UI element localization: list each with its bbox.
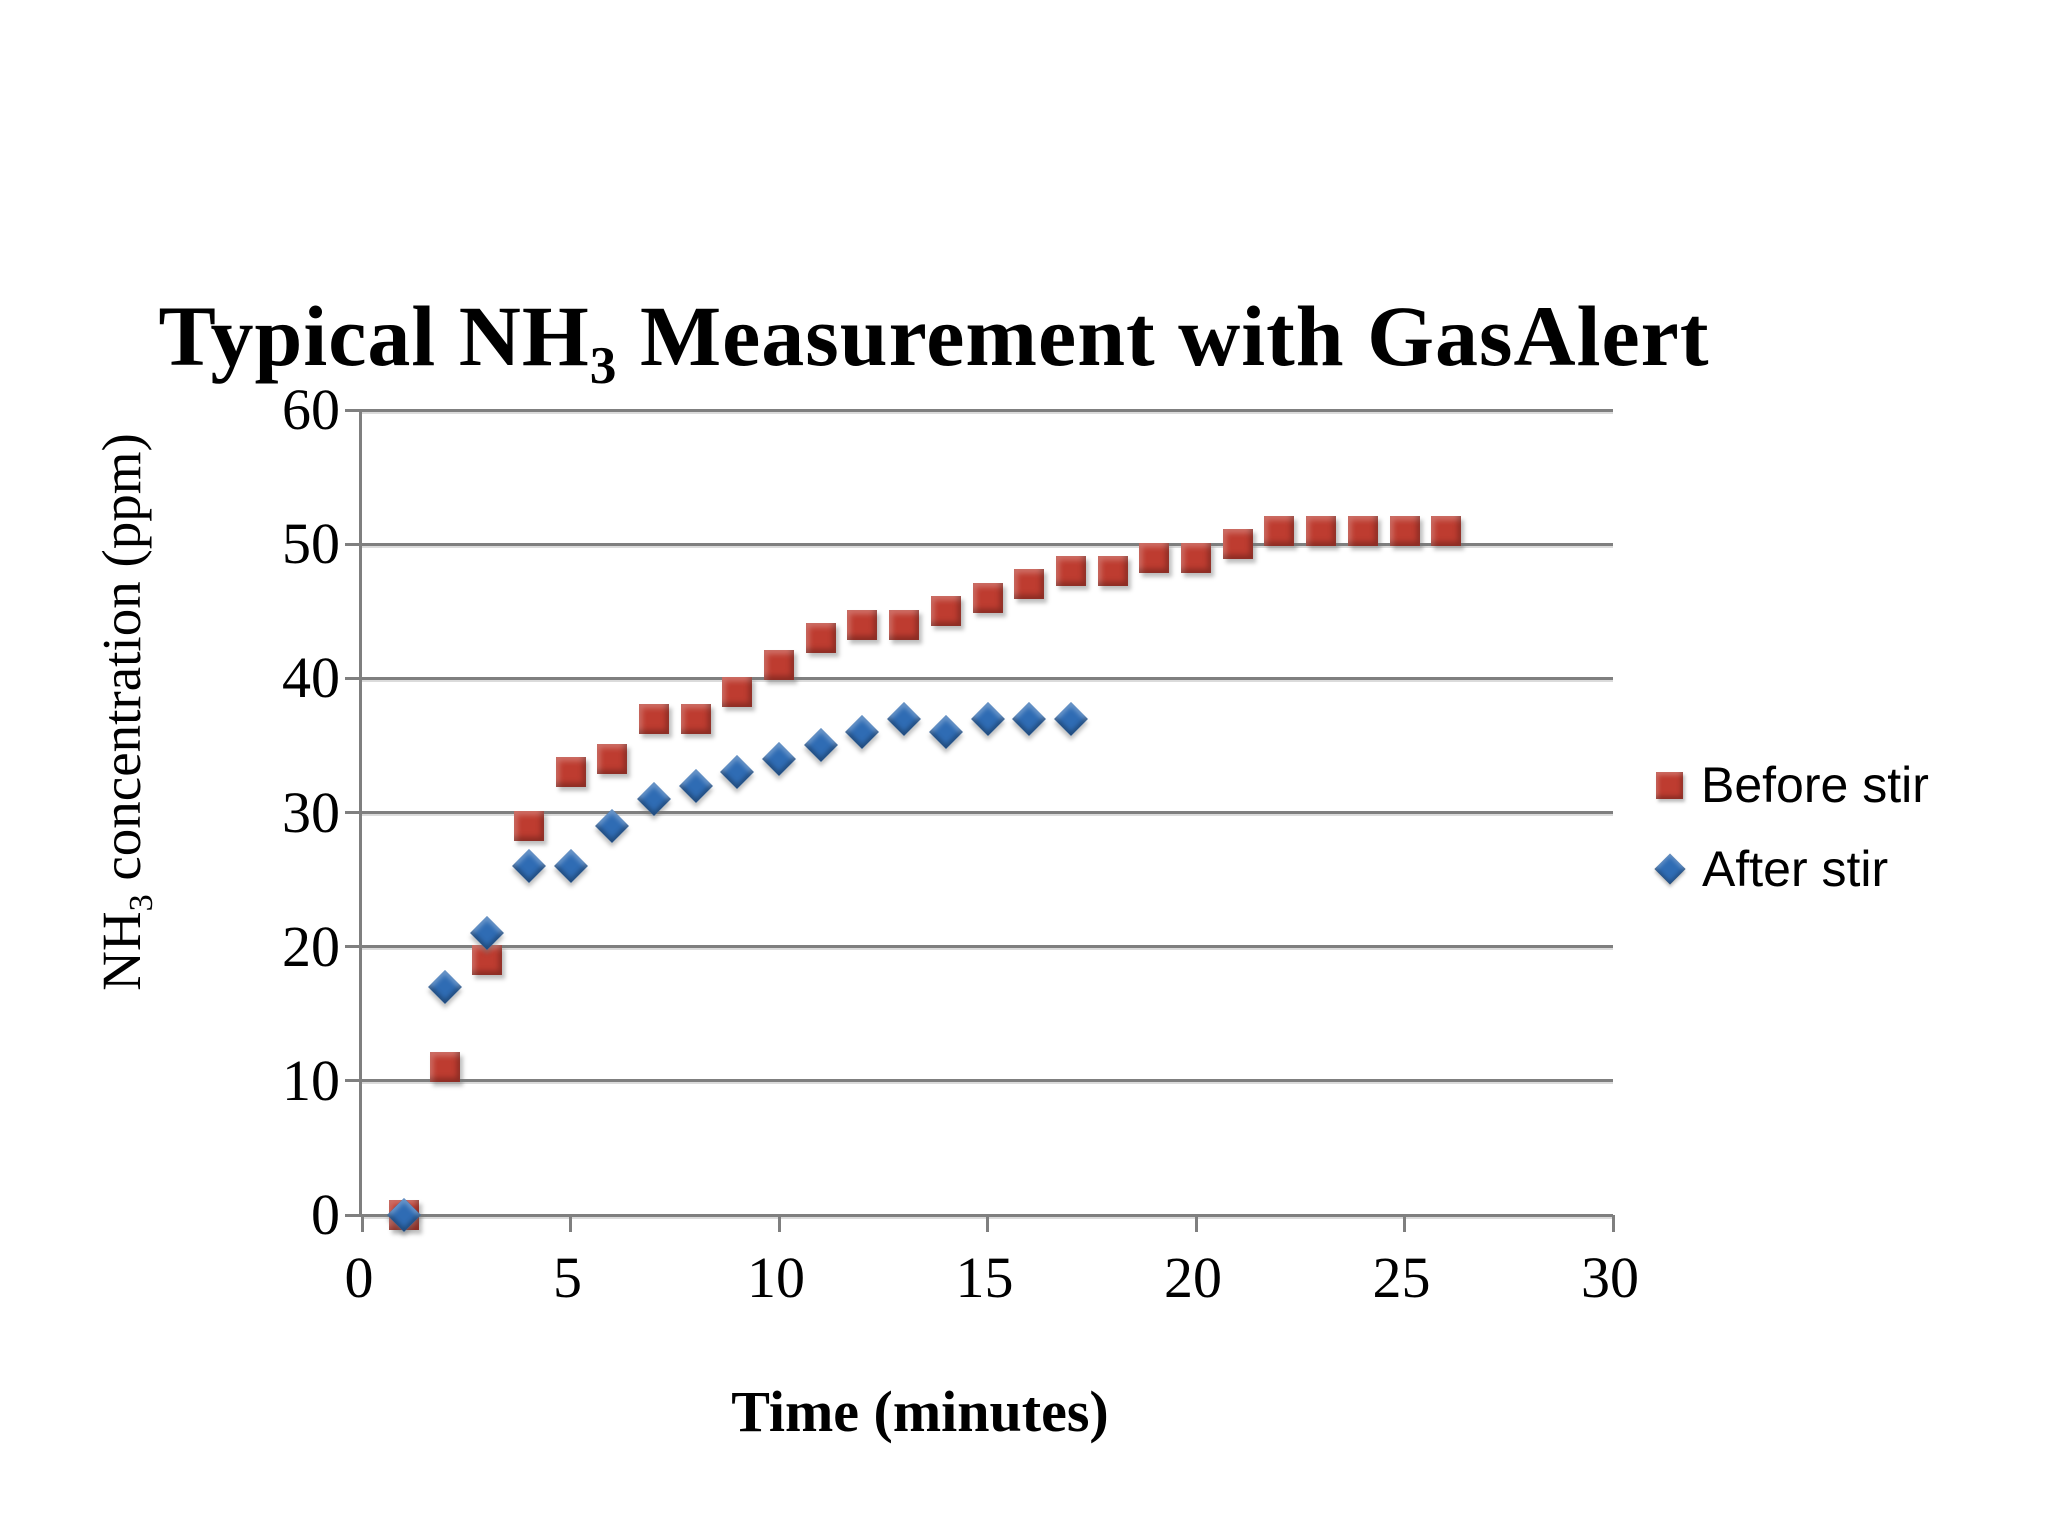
data-point-after-stir (720, 755, 755, 790)
data-point-before-stir (930, 596, 961, 627)
y-tick-label: 60 (282, 377, 340, 442)
x-axis-tick (1611, 1215, 1615, 1232)
data-point-before-stir (638, 703, 669, 734)
data-point-after-stir (928, 715, 963, 749)
data-point-before-stir (1347, 515, 1378, 546)
y-axis-tick (345, 1079, 362, 1083)
x-tick-label: 10 (747, 1245, 805, 1310)
data-point-before-stir (1222, 529, 1253, 560)
data-point-after-stir (970, 701, 1005, 736)
data-point-before-stir (722, 676, 753, 707)
data-point-before-stir (764, 649, 794, 680)
data-point-before-stir (1389, 515, 1420, 546)
y-axis-title-subscript: 3 (123, 894, 160, 912)
data-point-before-stir (1181, 542, 1211, 573)
y-axis-tick (345, 408, 362, 412)
x-axis-tick (1403, 1215, 1406, 1232)
x-tick-label: 15 (955, 1245, 1014, 1310)
y-axis-tick (345, 542, 362, 546)
y-axis-tick (345, 1213, 362, 1217)
data-point-before-stir (805, 623, 836, 654)
x-tick-label: 25 (1372, 1245, 1431, 1310)
data-point-before-stir (1264, 515, 1295, 546)
y-tick-label: 30 (282, 779, 340, 845)
legend-diamond-marker-icon (1654, 853, 1686, 885)
data-point-before-stir (513, 810, 544, 841)
data-point-after-stir (1053, 701, 1088, 736)
legend-label-after-stir: After stir (1702, 841, 1889, 897)
data-point-before-stir (472, 945, 503, 976)
x-axis-tick (777, 1215, 781, 1232)
y-tick-label: 50 (282, 511, 340, 577)
y-axis-tick (345, 811, 362, 814)
x-axis-tick (1194, 1215, 1198, 1232)
data-point-after-stir (762, 741, 796, 776)
x-axis-tick (986, 1215, 989, 1232)
legend-item-before-stir: Before stir (1656, 756, 1929, 814)
y-tick-label: 10 (282, 1047, 340, 1113)
legend: Before stir After stir (1654, 756, 1929, 924)
y-axis-tick (345, 676, 362, 680)
data-point-after-stir (595, 808, 630, 843)
plot-area (345, 408, 1615, 1232)
data-point-after-stir (678, 768, 713, 803)
gridline (362, 542, 1613, 546)
data-point-before-stir (889, 609, 920, 640)
legend-square-marker-icon (1656, 771, 1683, 799)
y-tick-label: 0 (311, 1182, 340, 1247)
data-point-before-stir (430, 1052, 461, 1083)
gridline (362, 945, 1613, 949)
data-point-after-stir (511, 849, 546, 884)
y-tick-label: 40 (282, 645, 340, 711)
gridline (362, 408, 1613, 412)
gridline (362, 676, 1613, 680)
x-axis-title: Time (minutes) (731, 1379, 1109, 1444)
x-tick-label: 5 (553, 1245, 582, 1310)
legend-label-before-stir: Before stir (1701, 757, 1929, 813)
data-point-after-stir (845, 715, 880, 749)
chart-title-subscript: 3 (589, 334, 618, 395)
data-point-before-stir (555, 757, 586, 788)
x-tick-label: 20 (1164, 1245, 1222, 1310)
y-axis-tick (345, 945, 362, 949)
data-point-before-stir (1306, 515, 1337, 546)
data-point-before-stir (1139, 542, 1170, 573)
x-tick-label: 0 (344, 1245, 374, 1310)
data-point-after-stir (1012, 701, 1047, 736)
data-point-before-stir (680, 703, 711, 734)
chart-title: Typical NH3 Measurement with GasAlert (0, 286, 1868, 392)
data-point-after-stir (803, 728, 838, 763)
chart-title-text: Measurement with GasAlert (617, 287, 1710, 384)
data-point-before-stir (847, 609, 878, 640)
data-point-before-stir (1097, 556, 1128, 586)
data-point-after-stir (428, 969, 463, 1004)
data-point-before-stir (1014, 569, 1045, 600)
data-point-after-stir (553, 849, 588, 884)
chart-title-text: Typical NH (158, 287, 590, 384)
x-tick-label: 30 (1581, 1245, 1639, 1310)
legend-item-after-stir: After stir (1654, 840, 1929, 898)
x-axis-tick (360, 1215, 364, 1232)
data-point-after-stir (887, 701, 922, 736)
gridline (362, 1079, 1613, 1083)
data-point-before-stir (597, 743, 628, 774)
data-point-before-stir (1055, 556, 1086, 586)
x-axis-tick (569, 1215, 572, 1232)
gridline (362, 811, 1613, 814)
y-tick-label: 20 (282, 913, 340, 979)
data-point-before-stir (1431, 515, 1462, 546)
data-point-before-stir (972, 582, 1003, 613)
